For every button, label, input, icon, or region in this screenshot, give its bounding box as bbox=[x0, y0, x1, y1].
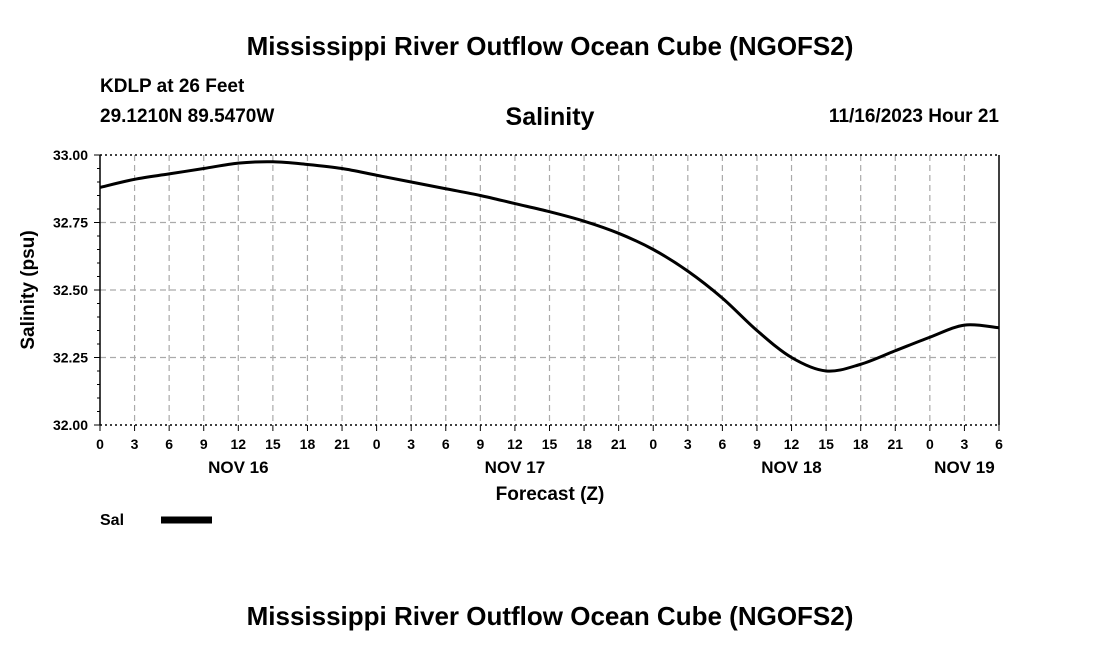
legend-label: Sal bbox=[100, 512, 124, 529]
x-tick-label: 0 bbox=[96, 436, 104, 452]
day-label: NOV 17 bbox=[485, 458, 545, 477]
x-tick-label: 3 bbox=[684, 436, 692, 452]
x-tick-label: 9 bbox=[476, 436, 484, 452]
x-tick-label: 21 bbox=[334, 436, 350, 452]
x-tick-label: 6 bbox=[995, 436, 1003, 452]
x-tick-label: 18 bbox=[576, 436, 592, 452]
x-tick-label: 15 bbox=[542, 436, 558, 452]
x-tick-label: 15 bbox=[265, 436, 281, 452]
x-tick-label: 18 bbox=[300, 436, 316, 452]
x-tick-label: 6 bbox=[165, 436, 173, 452]
x-tick-label: 3 bbox=[961, 436, 969, 452]
x-tick-label: 15 bbox=[818, 436, 834, 452]
y-tick-label: 33.00 bbox=[53, 147, 88, 163]
x-tick-label: 12 bbox=[784, 436, 800, 452]
x-tick-label: 9 bbox=[200, 436, 208, 452]
x-tick-label: 6 bbox=[442, 436, 450, 452]
day-label: NOV 16 bbox=[208, 458, 268, 477]
day-label: NOV 19 bbox=[934, 458, 994, 477]
station-label: KDLP at 26 Feet bbox=[100, 76, 245, 97]
y-axis-label: Salinity (psu) bbox=[18, 230, 39, 349]
x-tick-label: 9 bbox=[753, 436, 761, 452]
x-tick-label: 12 bbox=[231, 436, 247, 452]
x-tick-label: 0 bbox=[649, 436, 657, 452]
x-tick-label: 12 bbox=[507, 436, 523, 452]
y-tick-label: 32.50 bbox=[53, 282, 88, 298]
x-tick-label: 0 bbox=[373, 436, 381, 452]
y-tick-label: 32.75 bbox=[53, 215, 88, 231]
x-tick-label: 18 bbox=[853, 436, 869, 452]
x-tick-label: 3 bbox=[131, 436, 139, 452]
page-title: Mississippi River Outflow Ocean Cube (NG… bbox=[246, 31, 854, 61]
station-coordinates: 29.1210N 89.5470W bbox=[100, 106, 275, 127]
footer-title: Mississippi River Outflow Ocean Cube (NG… bbox=[246, 601, 854, 631]
x-tick-label: 0 bbox=[926, 436, 934, 452]
y-tick-label: 32.00 bbox=[53, 417, 88, 433]
day-label: NOV 18 bbox=[761, 458, 821, 477]
forecast-datetime: 11/16/2023 Hour 21 bbox=[828, 106, 999, 127]
x-tick-label: 3 bbox=[407, 436, 415, 452]
series-line-sal bbox=[99, 160, 1000, 373]
x-axis-label: Forecast (Z) bbox=[496, 484, 605, 505]
x-tick-label: 21 bbox=[887, 436, 903, 452]
chart-title: Salinity bbox=[506, 103, 595, 131]
x-tick-label: 21 bbox=[611, 436, 627, 452]
x-tick-label: 6 bbox=[718, 436, 726, 452]
y-tick-label: 32.25 bbox=[53, 350, 88, 366]
